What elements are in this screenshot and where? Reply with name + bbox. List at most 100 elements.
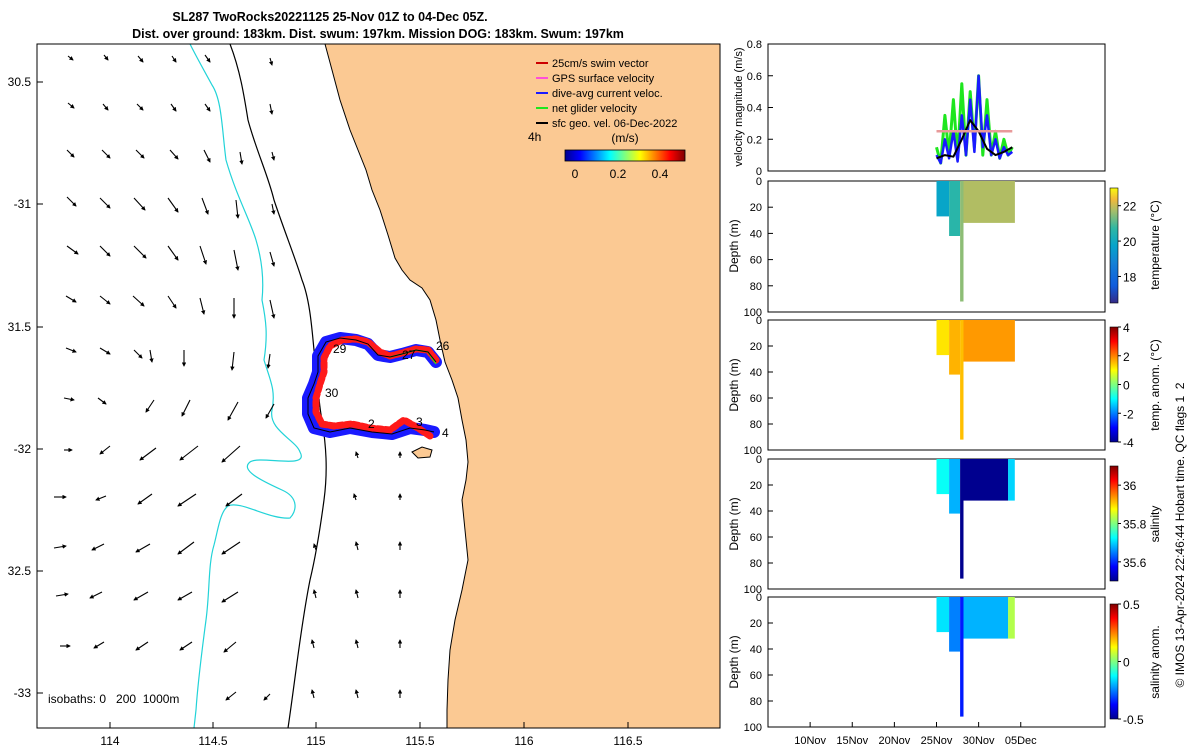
current-vector	[67, 102, 75, 109]
section-block	[963, 459, 1009, 501]
depth-tick-label: 0	[756, 592, 762, 604]
day-label: 29	[333, 342, 347, 356]
current-vector	[99, 347, 111, 355]
current-vector	[227, 401, 239, 421]
map-y-tick-label: -32	[14, 442, 32, 456]
current-vector	[66, 245, 79, 255]
temperature-colorbar	[1109, 187, 1119, 304]
section-block	[960, 320, 964, 440]
current-vector	[93, 641, 105, 649]
depth-tick-label: 60	[750, 532, 762, 544]
section-block	[936, 181, 950, 217]
colorbar-tick-label: 35.6	[1123, 556, 1147, 570]
section-block	[949, 459, 961, 514]
depth-tick-label: 20	[750, 618, 762, 630]
current-vector	[101, 149, 111, 159]
current-vector	[95, 495, 107, 501]
colorbar-tick-label: -4	[1123, 436, 1134, 450]
current-vector	[133, 591, 149, 601]
current-vector	[137, 55, 144, 63]
legend-label-dac: dive-avg current veloc.	[552, 88, 663, 100]
velocity-y-tick-label: 0.4	[747, 103, 762, 115]
velocity-y-tick-label: 0.6	[747, 71, 762, 83]
velocity-ylabel: velocity magnitude (m/s)	[733, 47, 745, 166]
colorbar-tick-label: 35.8	[1123, 518, 1147, 532]
current-vector	[269, 299, 276, 319]
salinity-anomaly-depth-ticks: 0 20 40 60 80 100	[744, 592, 773, 734]
current-vector	[133, 245, 147, 259]
current-vector	[354, 639, 359, 649]
current-vector	[268, 57, 274, 66]
day-label: 3	[416, 415, 423, 429]
colorbar-tick-label: 0.5	[1123, 598, 1140, 612]
time-tick-label: 05Dec	[1005, 735, 1037, 747]
depth-tick-label: 80	[750, 419, 762, 431]
depth-tick-label: 20	[750, 341, 762, 353]
colorbar-tick-label: 36	[1123, 479, 1137, 493]
depth-tick-label: 0	[756, 176, 762, 188]
current-vector	[167, 245, 179, 261]
current-vector	[139, 447, 157, 461]
salinity-anomaly-colorbar-ticks: -0.5 0 0.5	[1118, 598, 1144, 727]
section-block	[963, 181, 1015, 223]
time-tick-label: 10Nov	[794, 735, 826, 747]
depth-tick-label: 60	[750, 670, 762, 682]
section-block	[960, 597, 964, 717]
glider-track-red	[312, 335, 440, 440]
current-vector	[55, 592, 69, 597]
depth-tick-label: 20	[750, 480, 762, 492]
current-vector	[133, 349, 143, 359]
section-block	[936, 459, 950, 495]
temp-anomaly-depth-ticks: 0 20 40 60 80 100	[744, 315, 773, 457]
map-y-tick-label: -33	[14, 686, 32, 700]
current-vector-field	[53, 54, 403, 701]
velocity-series-line	[936, 119, 1013, 160]
current-vector	[177, 541, 195, 555]
salinity-ylabel: Depth (m)	[727, 497, 741, 550]
temp-anomaly-colorbar	[1109, 326, 1119, 443]
current-vector	[179, 641, 193, 651]
colorbar-title: (m/s)	[611, 131, 638, 145]
section-block	[936, 597, 950, 633]
temperature-cbar-label: temperature (°C)	[1148, 200, 1162, 290]
temperature-colorbar-ticks: 18 20 22	[1118, 200, 1137, 284]
current-vector	[135, 149, 145, 159]
current-vector	[312, 589, 317, 599]
velocity-y-tick-label: 0.8	[747, 39, 762, 51]
current-vector	[99, 295, 111, 305]
colorbar-tick: 0.2	[610, 167, 627, 181]
day-label: 4	[442, 426, 449, 440]
colorbar-tick-label: 0	[1123, 656, 1130, 670]
current-vector	[177, 591, 193, 601]
depth-tick-label: 60	[750, 393, 762, 405]
current-vector	[225, 493, 243, 507]
land-area	[324, 44, 720, 728]
current-vector	[99, 445, 111, 455]
current-vector	[223, 641, 237, 653]
map-axes-frame	[36, 43, 721, 729]
current-vector	[271, 151, 276, 161]
velocity-panel: 0 0.2 0.4 0.6 0.8 velocity magnitude (m/s)	[733, 39, 1106, 178]
current-vector	[181, 399, 191, 417]
map-x-tick-label: 116	[514, 734, 533, 748]
current-vector	[263, 693, 271, 701]
depth-tick-label: 0	[756, 315, 762, 327]
current-vector	[354, 689, 359, 699]
temperature-ylabel: Depth (m)	[727, 219, 741, 272]
speed-colorbar	[564, 149, 686, 162]
glider-track-line	[307, 337, 437, 435]
time-axis-ticks: 10Nov 15Nov 20Nov 25Nov 30Nov 05Dec	[794, 722, 1037, 747]
current-vector	[265, 403, 275, 419]
legend-label-net: net glider velocity	[552, 103, 637, 115]
temp-anomaly-panel: 0 20 40 60 80 100 Depth (m) -4 -2 0 2 4 temp. ano…	[727, 315, 1162, 457]
current-vector	[201, 197, 209, 215]
day-label: 2	[368, 417, 375, 431]
current-vector	[233, 249, 240, 271]
current-vector	[103, 54, 109, 61]
temp-anomaly-ylabel: Depth (m)	[727, 358, 741, 411]
current-vector	[204, 54, 211, 63]
rottnest-island	[411, 446, 433, 459]
time-marker-label: 4h	[528, 130, 541, 144]
day-label: 27	[402, 348, 416, 362]
